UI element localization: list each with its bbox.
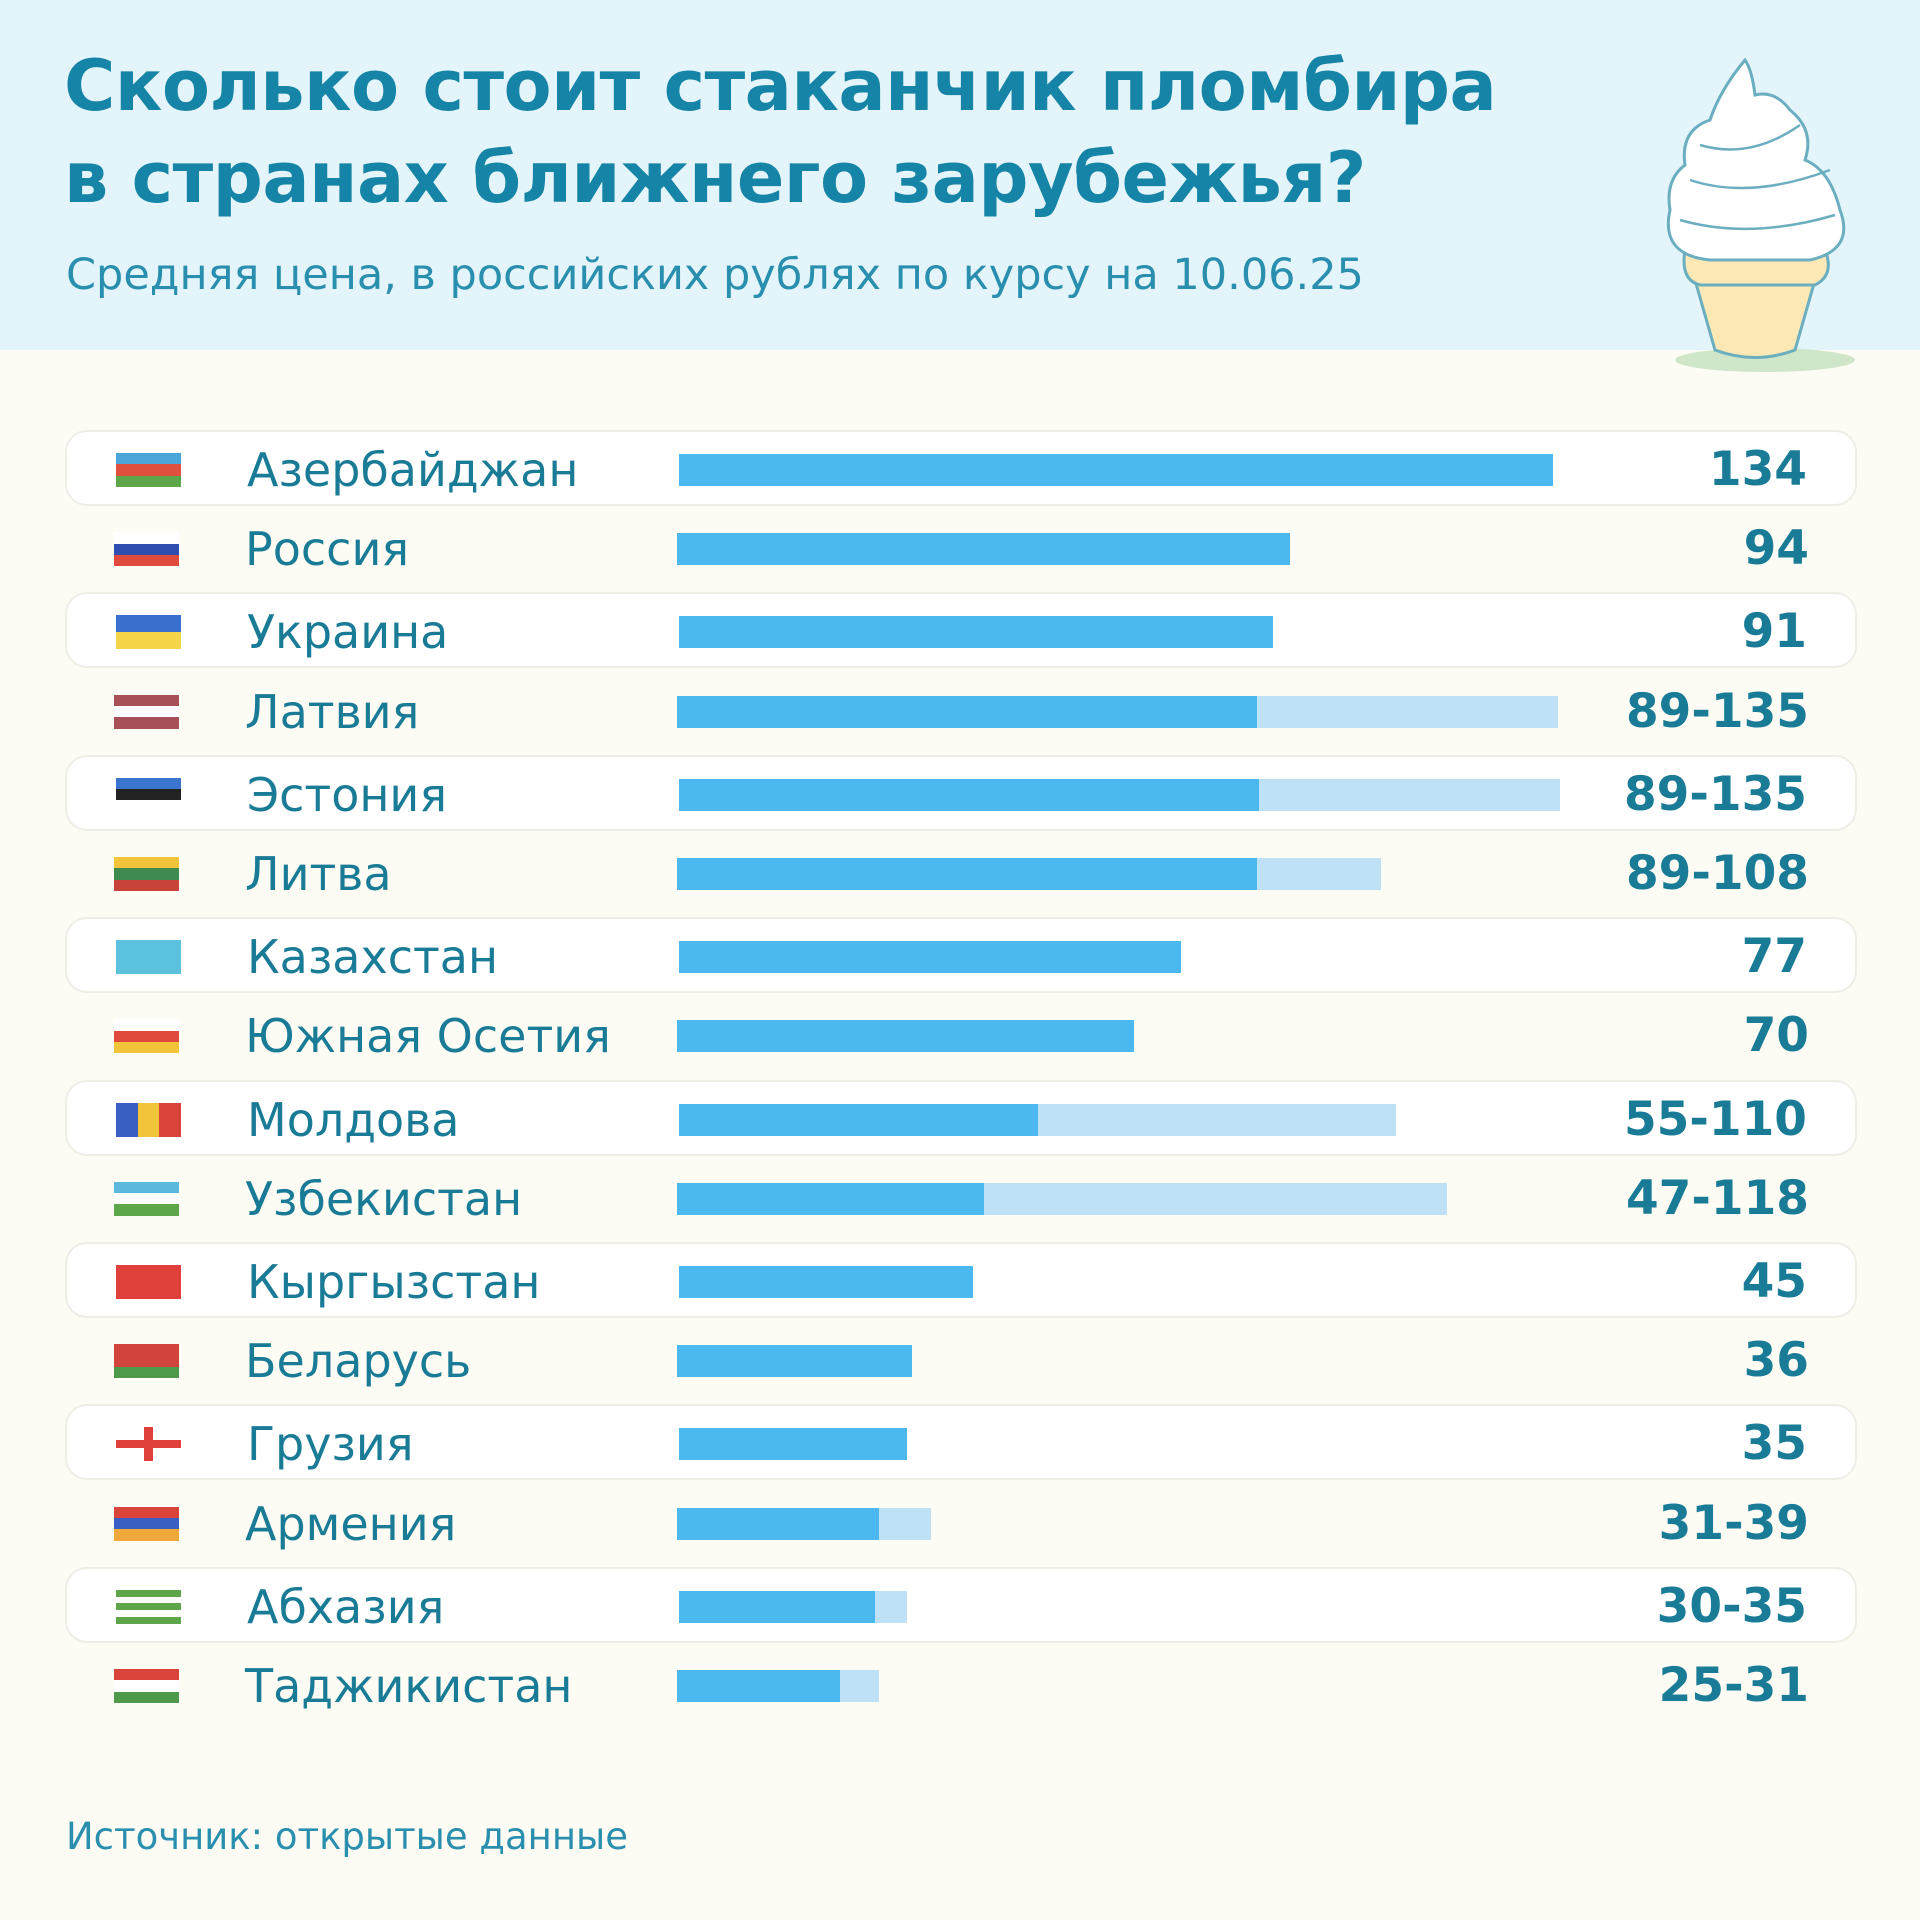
source-note: Источник: открытые данные — [66, 1815, 629, 1858]
header: Сколько стоит стаканчик пломбира в стран… — [0, 0, 1920, 372]
country-label: Узбекистан — [245, 1171, 523, 1226]
value-label: 45 — [1741, 1254, 1807, 1309]
chart-row: Эстония 89-135 — [65, 754, 1857, 831]
flag-icon — [114, 532, 179, 567]
flag-icon — [114, 1181, 179, 1216]
bar-min — [679, 1266, 973, 1298]
chart-title: Сколько стоит стаканчик пломбира в стран… — [64, 40, 1497, 224]
chart-row: Латвия 89-135 — [65, 674, 1857, 750]
country-label: Азербайджан — [247, 443, 579, 497]
bar-min — [677, 1345, 912, 1378]
bar-min — [677, 1020, 1134, 1053]
value-label: 55-110 — [1623, 1091, 1807, 1147]
flag-icon — [114, 1344, 179, 1379]
chart-row: Грузия 35 — [65, 1404, 1857, 1481]
value-label: 35 — [1741, 1416, 1807, 1472]
value-label: 134 — [1708, 442, 1807, 497]
value-label: 30-35 — [1656, 1578, 1807, 1634]
bar-min — [679, 1103, 1038, 1136]
chart-subtitle: Средняя цена, в российских рублях по кур… — [66, 250, 1364, 300]
country-label: Южная Осетия — [245, 1009, 611, 1064]
chart-row: Кыргызстан 45 — [65, 1242, 1857, 1318]
bar-min — [679, 778, 1260, 811]
country-label: Кыргызстан — [247, 1255, 541, 1309]
chart-row: Беларусь 36 — [65, 1323, 1857, 1399]
country-label: Таджикистан — [245, 1659, 573, 1713]
bar-min — [677, 858, 1258, 890]
flag-icon — [116, 777, 181, 812]
flag-icon — [116, 940, 181, 975]
value-label: 89-108 — [1625, 846, 1809, 901]
chart-row: Литва 89-108 — [65, 836, 1857, 912]
value-label: 47-118 — [1625, 1170, 1809, 1226]
value-label: 91 — [1741, 604, 1807, 660]
flag-icon — [116, 1589, 181, 1624]
bar-min — [677, 533, 1291, 566]
flag-icon — [116, 1265, 181, 1299]
flag-icon — [114, 1506, 179, 1541]
chart-row: Армения 31-39 — [65, 1486, 1857, 1562]
country-label: Армения — [245, 1496, 457, 1551]
chart-row: Азербайджан 134 — [65, 430, 1857, 506]
value-label: 94 — [1743, 521, 1809, 577]
flag-icon — [116, 1427, 181, 1462]
flag-icon — [116, 1102, 181, 1137]
bar-min — [679, 941, 1182, 974]
flag-icon — [116, 453, 181, 487]
country-label: Латвия — [245, 684, 420, 739]
bar-min — [679, 454, 1553, 486]
title-line-1: Сколько стоит стаканчик пломбира — [64, 45, 1497, 127]
chart-row: Таджикистан 25-31 — [65, 1648, 1857, 1724]
bar-min — [677, 1182, 984, 1215]
bar-min — [679, 616, 1273, 649]
ice-cream-icon — [1666, 57, 1855, 372]
bar-min — [679, 1590, 875, 1623]
chart-row: Украина 91 — [65, 592, 1857, 669]
flag-icon — [114, 857, 179, 891]
chart-row: Южная Осетия 70 — [65, 998, 1857, 1074]
value-label: 25-31 — [1658, 1658, 1809, 1713]
country-label: Грузия — [247, 1417, 414, 1472]
bar-min — [677, 1507, 880, 1540]
bar-min — [677, 695, 1258, 728]
chart-row: Россия 94 — [65, 511, 1857, 587]
chart-row: Узбекистан 47-118 — [65, 1161, 1857, 1237]
value-label: 70 — [1743, 1008, 1809, 1064]
flag-icon — [114, 1669, 179, 1703]
value-label: 77 — [1741, 929, 1807, 985]
country-label: Молдова — [247, 1092, 460, 1147]
country-label: Казахстан — [247, 930, 499, 985]
flag-icon — [114, 1019, 179, 1054]
country-label: Эстония — [247, 767, 447, 822]
bar-min — [677, 1670, 841, 1702]
chart-row: Абхазия 30-35 — [65, 1566, 1857, 1643]
chart-row: Казахстан 77 — [65, 917, 1857, 994]
flag-icon — [116, 615, 181, 650]
chart-row: Молдова 55-110 — [65, 1079, 1857, 1156]
country-label: Литва — [245, 847, 392, 901]
country-label: Россия — [245, 522, 410, 577]
country-label: Беларусь — [245, 1334, 472, 1389]
bar-min — [679, 1428, 908, 1461]
flag-icon — [114, 694, 179, 729]
value-label: 31-39 — [1658, 1495, 1809, 1551]
country-label: Украина — [247, 605, 449, 660]
value-label: 36 — [1743, 1333, 1809, 1389]
value-label: 89-135 — [1625, 683, 1809, 739]
title-line-2: в странах ближнего зарубежья? — [64, 137, 1366, 219]
value-label: 89-135 — [1623, 766, 1807, 822]
country-label: Абхазия — [247, 1579, 445, 1634]
